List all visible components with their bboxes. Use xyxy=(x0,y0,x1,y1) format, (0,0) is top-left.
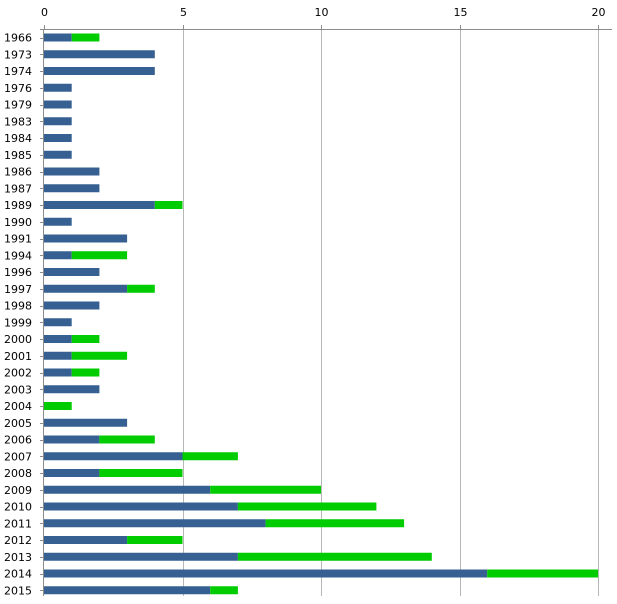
y-category-label: 2000 xyxy=(4,333,32,346)
y-category-label: 2007 xyxy=(4,450,32,463)
bars xyxy=(44,33,598,595)
y-category-label: 2013 xyxy=(4,551,32,564)
grid-lines xyxy=(183,29,599,596)
bar-2006-series-1 xyxy=(44,435,100,444)
bar-1990-series-1 xyxy=(44,217,72,226)
y-category-label: 2004 xyxy=(4,400,32,413)
x-tick-label: 15 xyxy=(454,6,468,19)
bar-1966-series-2 xyxy=(71,33,100,42)
bar-2001-series-1 xyxy=(44,351,72,360)
y-category-label: 1987 xyxy=(4,182,32,195)
bar-1985-series-1 xyxy=(44,150,72,159)
bar-2015-series-1 xyxy=(44,586,211,595)
bar-2014-series-1 xyxy=(44,569,488,578)
bar-1997-series-1 xyxy=(44,284,128,293)
bar-2012-series-1 xyxy=(44,536,128,544)
bar-2003-series-1 xyxy=(44,385,100,394)
bar-1994-series-1 xyxy=(44,251,72,260)
bar-2002-series-2 xyxy=(71,368,100,377)
bar-1974-series-1 xyxy=(44,67,155,75)
bar-1987-series-1 xyxy=(44,184,100,193)
bar-2008-series-1 xyxy=(44,469,100,477)
bar-2000-series-2 xyxy=(71,335,100,343)
bar-2011-series-2 xyxy=(265,519,405,528)
bar-1966-series-1 xyxy=(44,33,72,42)
y-category-label: 1983 xyxy=(4,115,32,128)
bar-1973-series-1 xyxy=(44,50,155,59)
y-category-label: 1974 xyxy=(4,65,32,78)
bar-1994-series-2 xyxy=(71,251,128,260)
y-category-label: 2006 xyxy=(4,434,32,447)
category-labels: 1966 1973 1974 1976 1979 1983 1984 1985 1986 1987… xyxy=(4,32,32,598)
y-category-label: 1979 xyxy=(4,99,32,112)
y-category-label: 1966 xyxy=(4,32,32,45)
y-category-label: 2003 xyxy=(4,383,32,396)
bar-2007-series-1 xyxy=(44,452,183,461)
bar-2009-series-2 xyxy=(210,485,321,494)
bar-1986-series-1 xyxy=(44,167,100,176)
y-category-label: 2009 xyxy=(4,484,32,497)
bar-1998-series-1 xyxy=(44,301,100,310)
bar-2009-series-1 xyxy=(44,485,211,494)
bar-1983-series-1 xyxy=(44,117,72,126)
x-axis-ticks: 0 5 10 15 20 xyxy=(41,6,606,29)
bar-1999-series-1 xyxy=(44,318,72,327)
y-category-label: 1986 xyxy=(4,166,32,179)
y-category-label: 1973 xyxy=(4,48,32,61)
bar-1997-series-2 xyxy=(127,284,155,293)
bar-2001-series-2 xyxy=(71,351,128,360)
y-category-label: 1997 xyxy=(4,283,32,296)
y-category-label: 2008 xyxy=(4,467,32,480)
bar-1984-series-1 xyxy=(44,134,72,142)
x-tick-label: 10 xyxy=(315,6,329,19)
y-category-label: 1996 xyxy=(4,266,32,279)
bar-1996-series-1 xyxy=(44,268,100,276)
bar-2002-series-1 xyxy=(44,368,72,377)
bar-2008-series-2 xyxy=(99,469,183,477)
y-category-label: 2010 xyxy=(4,501,32,514)
y-category-label: 1984 xyxy=(4,132,32,145)
bar-1989-series-1 xyxy=(44,201,155,209)
y-category-label: 1994 xyxy=(4,249,32,262)
bar-2004-series-2 xyxy=(44,402,72,410)
y-category-label: 2014 xyxy=(4,568,32,581)
bar-1979-series-1 xyxy=(44,100,72,109)
bar-2010-series-1 xyxy=(44,502,238,511)
bar-2015-series-2 xyxy=(210,586,238,595)
y-category-label: 1989 xyxy=(4,199,32,212)
y-category-label: 2015 xyxy=(4,584,32,597)
axes xyxy=(40,29,612,596)
y-category-label: 1990 xyxy=(4,216,32,229)
y-category-label: 2011 xyxy=(4,517,32,530)
bar-2012-series-2 xyxy=(127,536,183,544)
y-category-label: 1991 xyxy=(4,233,32,246)
y-category-label: 2005 xyxy=(4,417,32,430)
bar-2000-series-1 xyxy=(44,335,72,343)
bar-2006-series-2 xyxy=(99,435,155,444)
bar-2014-series-2 xyxy=(487,569,598,578)
y-category-label: 2001 xyxy=(4,350,32,363)
y-category-label: 2002 xyxy=(4,367,32,380)
bar-1989-series-2 xyxy=(154,201,183,209)
x-tick-label: 5 xyxy=(180,6,187,19)
bar-2013-series-1 xyxy=(44,552,238,561)
y-category-label: 1985 xyxy=(4,149,32,162)
bar-2007-series-2 xyxy=(182,452,238,461)
y-category-label: 1999 xyxy=(4,316,32,329)
y-category-label: 1998 xyxy=(4,300,32,313)
bar-2010-series-2 xyxy=(237,502,377,511)
bar-2005-series-1 xyxy=(44,418,128,427)
x-tick-label: 0 xyxy=(41,6,48,19)
bar-2011-series-1 xyxy=(44,519,266,528)
y-category-label: 1976 xyxy=(4,82,32,95)
bar-2013-series-2 xyxy=(237,552,432,561)
y-category-label: 2012 xyxy=(4,534,32,547)
bar-1976-series-1 xyxy=(44,83,72,92)
x-tick-label: 20 xyxy=(592,6,606,19)
bar-1991-series-1 xyxy=(44,234,128,243)
